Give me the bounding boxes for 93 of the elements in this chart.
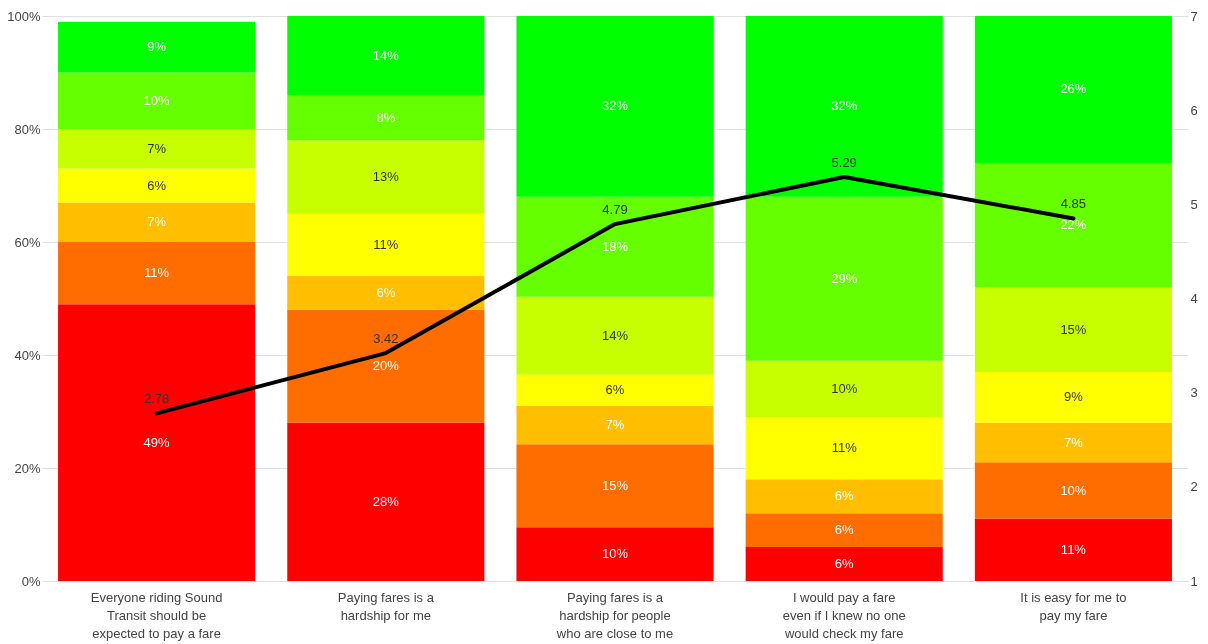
data-label: 20% xyxy=(372,358,400,374)
bar xyxy=(974,462,1172,519)
data-label: 18% xyxy=(601,238,629,254)
bar xyxy=(287,95,485,141)
bar xyxy=(516,196,714,297)
data-label: 7% xyxy=(605,417,625,433)
x-tick-label: Paying fares is a hardship for people who are close to me xyxy=(555,589,674,641)
data-label: 11% xyxy=(373,236,399,252)
data-label: 7% xyxy=(1064,434,1084,450)
data-label: 3.42 xyxy=(373,331,399,347)
data-label: 8% xyxy=(376,109,396,125)
bar xyxy=(58,168,256,203)
data-label: 11% xyxy=(144,265,170,281)
data-label: 11% xyxy=(831,440,858,456)
x-tick-label: Everyone riding Sound Transit should be expected to pay a fare xyxy=(90,589,223,641)
bar xyxy=(974,371,1172,423)
data-label: 15% xyxy=(601,477,629,493)
data-label: 6% xyxy=(376,284,396,300)
y-tick-label: 0% xyxy=(21,573,41,589)
data-label: 6% xyxy=(147,177,167,193)
data-label: 4.85 xyxy=(1060,196,1087,212)
data-label: 10% xyxy=(831,380,858,396)
data-label: 6% xyxy=(834,488,855,504)
data-label: 32% xyxy=(601,98,629,114)
bar xyxy=(58,72,256,129)
bar xyxy=(516,527,714,581)
data-label: 11% xyxy=(1060,541,1087,557)
y-tick-label: 100% xyxy=(7,8,41,24)
data-label: 7% xyxy=(147,214,167,230)
bar xyxy=(516,405,714,445)
y-tick-label: 60% xyxy=(14,234,41,250)
bar xyxy=(58,129,256,169)
y2-tick-label: 7 xyxy=(1190,8,1198,24)
bar xyxy=(745,196,943,361)
y2-tick-label: 1 xyxy=(1190,573,1198,589)
bar xyxy=(516,444,714,528)
bar xyxy=(745,417,943,480)
data-label: 10% xyxy=(1060,482,1087,498)
bar xyxy=(974,162,1172,288)
bar xyxy=(974,16,1172,163)
bar xyxy=(287,275,485,310)
data-label: 6% xyxy=(605,382,625,398)
data-label: 49% xyxy=(143,434,171,450)
bar xyxy=(58,242,256,305)
data-label: 32% xyxy=(831,98,858,114)
bar xyxy=(745,547,943,581)
y-tick-label: 80% xyxy=(14,121,41,137)
bar xyxy=(745,513,943,548)
data-label: 5.29 xyxy=(831,155,857,171)
data-label: 14% xyxy=(372,47,400,63)
data-label: 6% xyxy=(834,522,855,538)
data-label: 10% xyxy=(143,92,171,108)
data-label: 10% xyxy=(601,546,629,562)
data-label: 9% xyxy=(1064,389,1084,405)
y-tick-label: 40% xyxy=(14,347,41,363)
y2-tick-label: 5 xyxy=(1190,196,1198,212)
bar xyxy=(58,21,256,73)
y2-tick-label: 6 xyxy=(1190,102,1198,118)
bar xyxy=(287,213,485,276)
y2-tick-label: 3 xyxy=(1190,385,1198,401)
data-label: 2.78 xyxy=(143,391,170,407)
bar xyxy=(745,16,943,197)
data-label: 7% xyxy=(147,140,167,156)
bar xyxy=(974,287,1172,372)
bar xyxy=(974,518,1172,581)
data-label: 22% xyxy=(1060,217,1087,233)
y-tick-label: 20% xyxy=(14,460,41,476)
y2-tick-label: 2 xyxy=(1190,479,1198,495)
x-tick-label: It is easy for me to pay my fare xyxy=(1020,589,1127,623)
bar xyxy=(516,16,714,197)
data-label: 9% xyxy=(147,39,167,55)
bar xyxy=(745,360,943,418)
data-label: 13% xyxy=(372,169,400,185)
bar xyxy=(287,309,485,423)
bar xyxy=(58,202,256,242)
bar xyxy=(287,422,485,581)
bar xyxy=(516,374,714,406)
data-label: 28% xyxy=(372,493,400,509)
data-label: 29% xyxy=(831,270,858,286)
data-label: 6% xyxy=(834,556,855,572)
bar xyxy=(745,479,943,514)
bar xyxy=(287,140,485,214)
bar xyxy=(516,296,714,375)
data-label: 14% xyxy=(601,327,629,343)
data-label: 15% xyxy=(1060,321,1087,337)
data-label: 4.79 xyxy=(602,202,628,218)
bar xyxy=(58,304,256,581)
y2-tick-label: 4 xyxy=(1190,291,1198,306)
bar xyxy=(974,422,1172,463)
x-tick-label: I would pay a fare even if I knew no one would check my fare xyxy=(782,589,906,641)
data-label: 26% xyxy=(1060,81,1087,97)
x-tick-label: Paying fares is a hardship for me xyxy=(337,589,435,623)
bar xyxy=(287,16,485,96)
